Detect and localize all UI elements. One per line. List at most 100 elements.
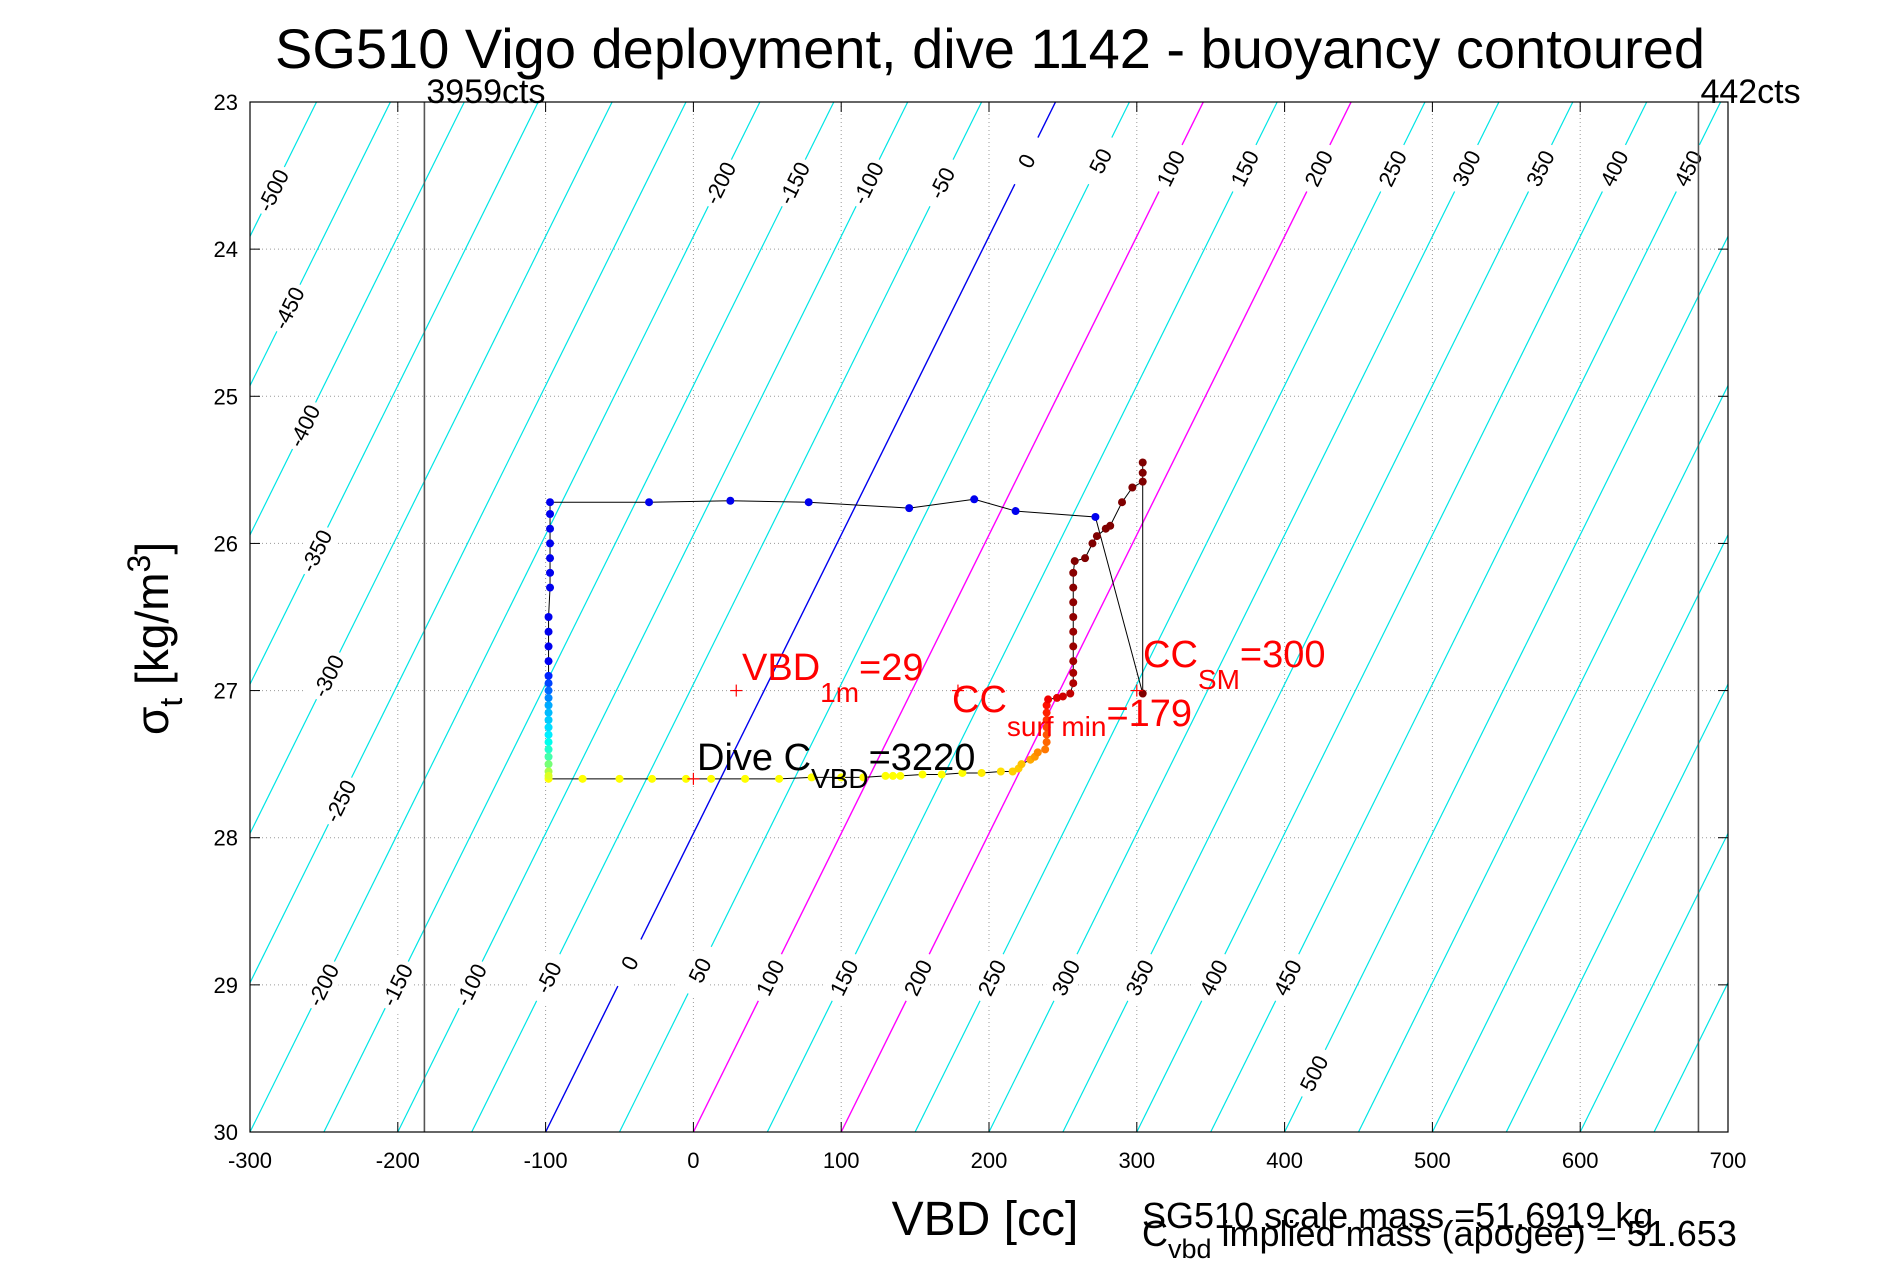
implied-tail: implied mass (apogee) = 51.653: [1212, 1213, 1737, 1254]
dive-trace-point: [1138, 477, 1147, 486]
contour-label-bg: [1002, 131, 1051, 191]
x-tick-label: 700: [1710, 1148, 1747, 1173]
contour-label-bg: [279, 396, 329, 456]
dive-trace: [544, 458, 1147, 783]
contour-label-bg: [446, 955, 495, 1015]
dive-trace-point: [1058, 692, 1067, 701]
scale-mass-text: SG510 scale mass =51.6919 kg: [1142, 1195, 1653, 1236]
dive-trace-point: [546, 498, 555, 507]
contour-label-bg: [745, 947, 794, 1008]
axis-ticks: -300 -200 -100 0 100 200 300 400 500 600 700 23 24 25…: [214, 90, 1747, 1173]
vbd1m-annotation: VBD1m=29: [742, 647, 924, 708]
dive-trace-point: [546, 539, 555, 548]
dive-trace-point: [546, 510, 555, 518]
x-tick-label: 500: [1414, 1148, 1451, 1173]
dive-trace-point: [1128, 483, 1137, 492]
dive-trace-point: [544, 627, 553, 636]
contour-label-bg: [1294, 138, 1343, 198]
dive-trace-point: [544, 613, 553, 621]
dive-trace-point: [741, 774, 750, 783]
implied-sub: vbd: [1168, 1234, 1212, 1262]
contour-line: [1431, 533, 1728, 1132]
contour-line: [1357, 384, 1728, 1132]
dive-trace-point: [726, 496, 735, 505]
cc-sm-main: CC: [1143, 634, 1198, 676]
contour-line: [250, 102, 761, 1132]
dive-trace-point: [544, 745, 553, 754]
contour-line: [250, 102, 391, 387]
dive-trace-point: [1069, 642, 1078, 651]
dive-trace-point: [970, 495, 979, 504]
x-tick-label: 0: [687, 1148, 699, 1173]
dive-trace-point: [546, 524, 555, 533]
contour-label-bg: [264, 278, 313, 338]
contour-label-bg: [1263, 947, 1312, 1008]
dive-trace-point: [1069, 627, 1078, 636]
contour-label-bg: [1515, 138, 1565, 198]
dive-trace-point: [775, 774, 784, 783]
dive-trace-point: [881, 771, 890, 780]
dive-trace-point: [544, 701, 553, 710]
dive-trace-point: [1011, 507, 1020, 516]
cc-surf-value: =179: [1106, 693, 1192, 735]
dive-trace-point: [905, 504, 914, 513]
dive-trace-point: [1066, 689, 1075, 698]
dive-trace-point: [1008, 767, 1017, 776]
vbd-limit-label: 442cts: [1700, 73, 1800, 111]
dive-trace-point: [544, 716, 553, 724]
cc-surf-annotation: CCsurf min=179: [952, 679, 1192, 742]
dive-trace-point: [544, 686, 553, 695]
dive-trace-point: [1069, 568, 1078, 577]
contour-label-bg: [917, 153, 966, 213]
dive-cvbd-value: =3220: [869, 737, 976, 779]
dive-trace-point: [707, 774, 716, 783]
contour-line: [323, 102, 835, 1132]
dive-cvbd-main: Dive C: [697, 737, 811, 779]
contour-label-bg: [298, 955, 347, 1015]
dive-trace-point: [1041, 745, 1050, 754]
y-tick-label: 24: [214, 237, 238, 262]
dive-trace-point: [544, 708, 553, 717]
contour-label-bg: [524, 947, 573, 1008]
contour-label-bg: [605, 933, 654, 993]
dive-trace-point: [615, 774, 624, 783]
dive-trace-point: [807, 773, 816, 782]
contour-label-bg: [967, 947, 1016, 1008]
dive-trace-point: [546, 568, 555, 577]
dive-cvbd-annotation: Dive CVBD=3220: [697, 737, 975, 794]
contour-label-bg: [1076, 131, 1125, 191]
dive-cvbd-sub: VBD: [811, 763, 869, 794]
y-tick-label: 25: [214, 384, 238, 409]
dive-trace-point: [544, 738, 553, 747]
dive-trace-point: [544, 693, 553, 702]
vbd1m-main: VBD: [742, 647, 820, 689]
dive-trace-point: [1042, 738, 1051, 747]
y-tick-label: 27: [214, 679, 238, 704]
dive-trace-point: [544, 730, 553, 739]
dive-trace-point: [958, 768, 967, 777]
dive-trace-point: [937, 770, 946, 779]
dive-trace-point: [1092, 532, 1101, 541]
contour-line: [250, 102, 687, 985]
dive-trace-point: [1017, 760, 1026, 769]
y-tick-label: 30: [214, 1120, 238, 1145]
contour-label-bg: [303, 646, 353, 706]
contour-label-bg: [1368, 138, 1417, 198]
x-tick-label: -100: [524, 1148, 568, 1173]
y-axis-label: σt [kg/m3]: [121, 542, 189, 735]
dive-trace-point: [544, 679, 553, 688]
dive-trace-point: [546, 583, 555, 592]
vbd1m-sub: 1m: [820, 677, 859, 708]
dive-trace-point: [1033, 748, 1042, 757]
y-tick-label: 29: [214, 973, 238, 998]
contour-line: [1284, 234, 1728, 1132]
dive-trace-point: [1069, 613, 1078, 621]
x-tick-label: 200: [971, 1148, 1008, 1173]
y-axis-unit: [kg/m: [126, 572, 178, 697]
dive-trace-point: [648, 774, 657, 783]
dive-trace-point: [1091, 512, 1100, 521]
dive-trace-point: [1070, 557, 1079, 566]
dive-trace-point: [544, 642, 553, 651]
dive-trace-point: [1069, 679, 1078, 688]
